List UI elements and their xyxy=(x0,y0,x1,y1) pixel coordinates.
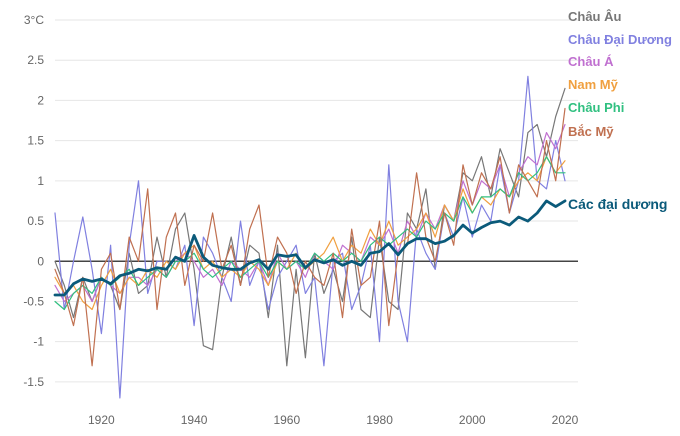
grid-lines xyxy=(55,19,578,383)
series-line-chau-au xyxy=(54,87,566,367)
legend-label-chau-au: Châu Âu xyxy=(568,9,622,24)
series-line-cac-dai-duong xyxy=(53,199,567,297)
y-tick-label: 2.5 xyxy=(27,53,44,67)
x-tick-label: 2020 xyxy=(552,413,579,427)
legend-label-chau-phi: Châu Phi xyxy=(568,100,624,115)
y-tick-label: 0.5 xyxy=(27,214,44,228)
legend-label-nam-my: Nam Mỹ xyxy=(568,77,619,92)
y-tick-label: -1 xyxy=(33,335,44,349)
x-axis-tick-labels: 1920 1940 1960 1980 2000 2020 xyxy=(88,413,579,427)
legend-label-cac-dai-duong: Các đại dương xyxy=(568,196,667,212)
series-line-chau-a xyxy=(54,123,566,303)
y-tick-label: 3°C xyxy=(24,13,44,27)
legend-label-chau-a: Châu Á xyxy=(568,54,614,69)
y-tick-label: 1 xyxy=(37,174,44,188)
y-tick-label: 0 xyxy=(37,254,44,268)
x-tick-label: 1960 xyxy=(273,413,300,427)
legend: Châu Âu Châu Đại Dương Châu Á Nam Mỹ Châu Ph… xyxy=(568,9,672,212)
y-tick-label: 2 xyxy=(37,93,44,107)
y-axis-tick-labels: 3°C 2.5 2 1.5 1 0.5 0 -0.5 -1 -1.5 xyxy=(23,13,44,389)
y-tick-label: -1.5 xyxy=(23,375,44,389)
series-line-bac-my xyxy=(54,107,566,367)
x-tick-label: 1920 xyxy=(88,413,115,427)
y-tick-label: -0.5 xyxy=(23,294,44,308)
x-tick-label: 1980 xyxy=(366,413,393,427)
series-lines xyxy=(53,75,567,399)
legend-label-chau-dai-duong: Châu Đại Dương xyxy=(568,32,672,47)
series-line-chau-dai-duong xyxy=(54,75,566,399)
x-tick-label: 2000 xyxy=(459,413,486,427)
legend-label-bac-my: Bắc Mỹ xyxy=(568,124,614,139)
x-tick-label: 1940 xyxy=(181,413,208,427)
y-tick-label: 1.5 xyxy=(27,134,44,148)
series-line-chau-phi xyxy=(54,156,566,311)
